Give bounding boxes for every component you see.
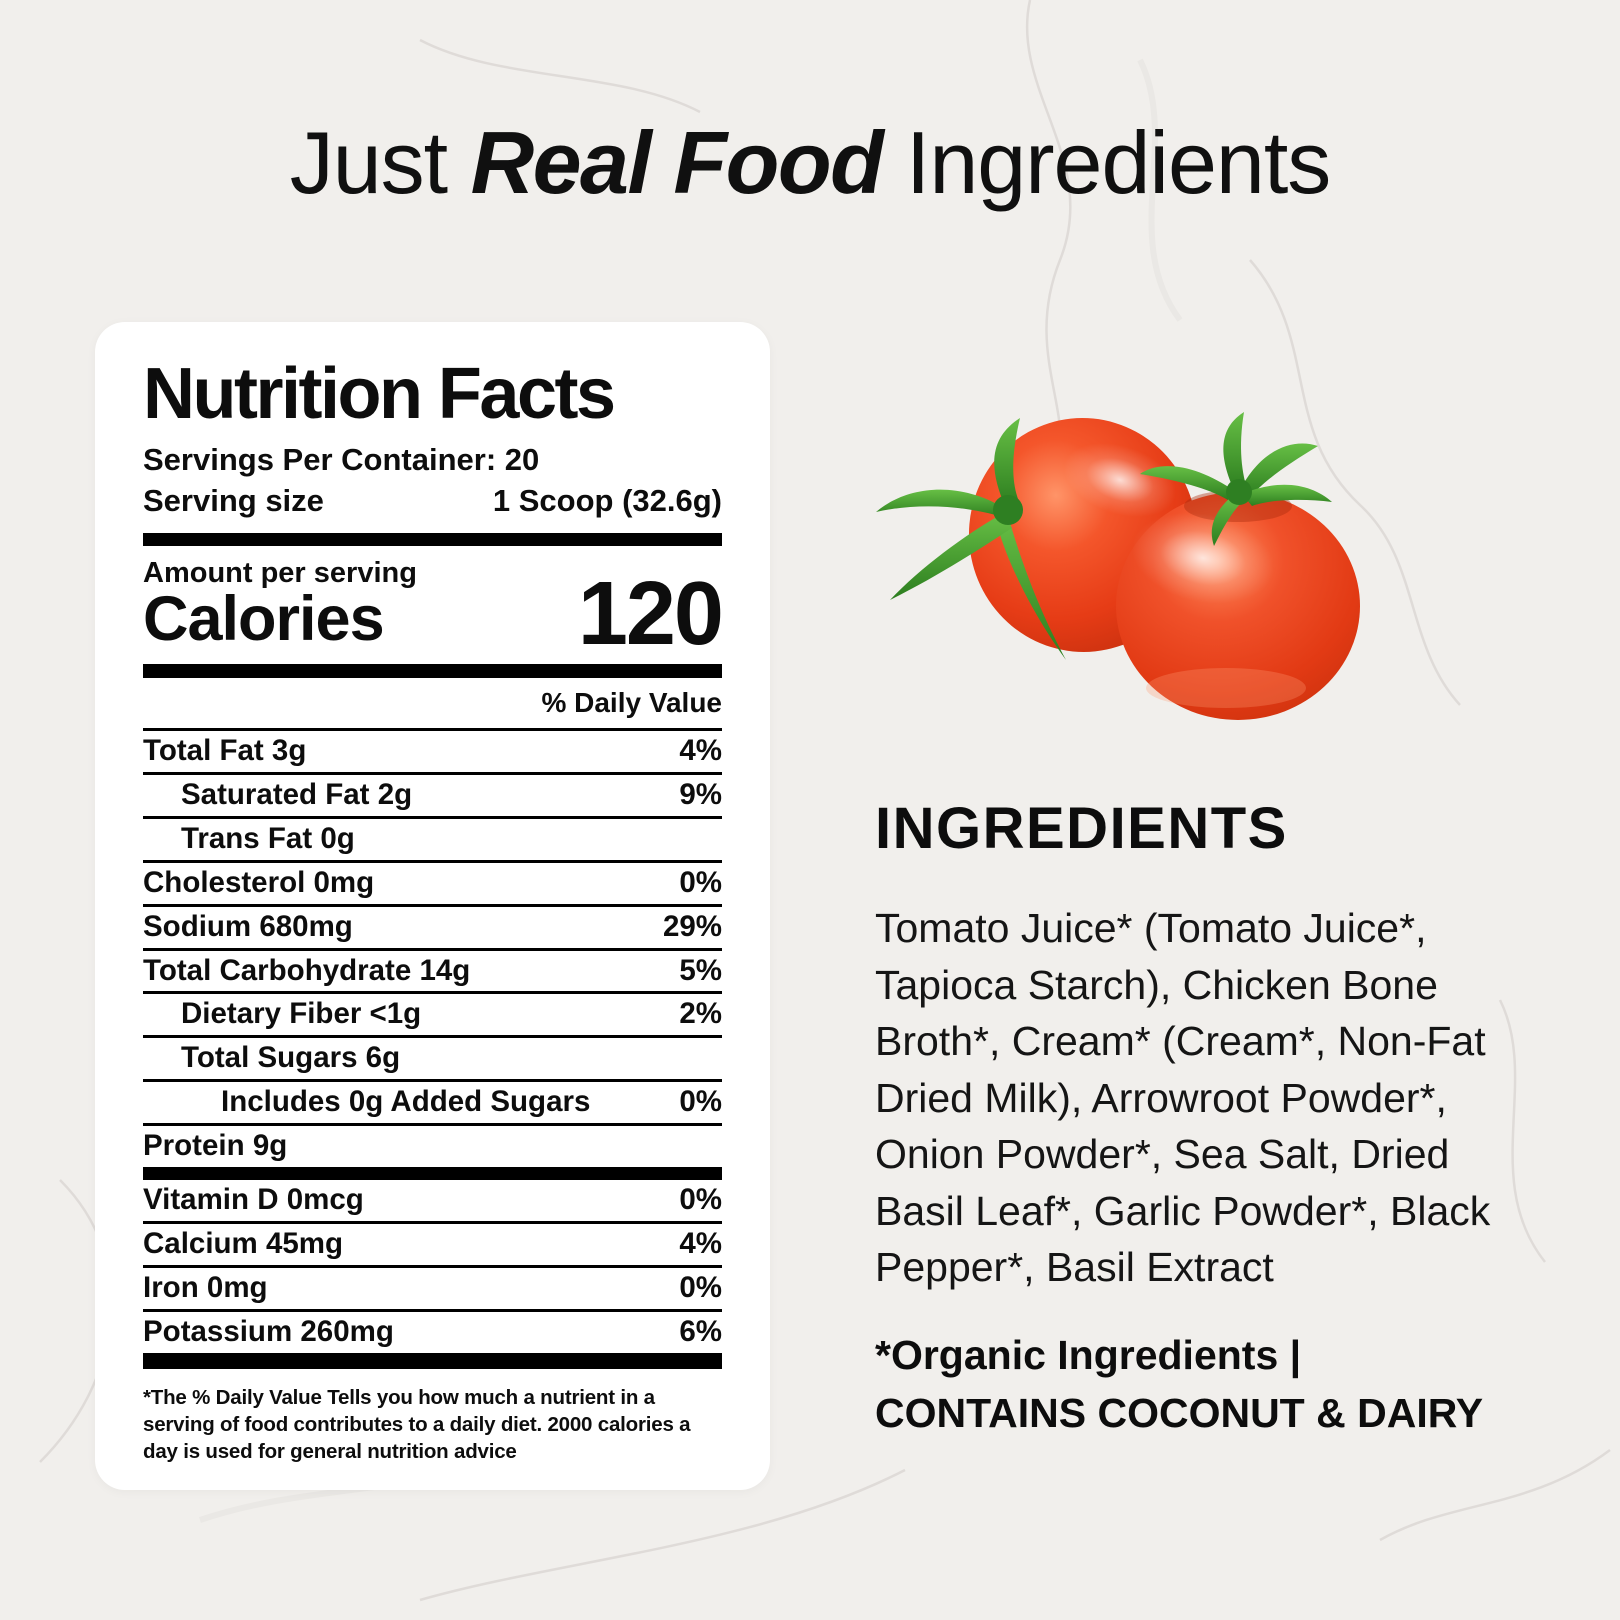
contains-allergens-note: CONTAINS COCONUT & DAIRY: [875, 1390, 1484, 1437]
organic-ingredients-note: *Organic Ingredients |: [875, 1332, 1302, 1379]
nutrient-name: Trans Fat 0g: [181, 821, 355, 855]
nutrient-row: Total Carbohydrate 14g 5%: [143, 947, 722, 992]
nutrient-daily-value: 0%: [679, 1183, 722, 1217]
nutrient-daily-value: 6%: [679, 1315, 722, 1349]
page-title-suffix: Ingredients: [882, 113, 1331, 212]
nutrient-daily-value: 0%: [679, 1085, 722, 1119]
thick-divider: [143, 1353, 722, 1370]
ingredients-section: INGREDIENTS Tomato Juice* (Tomato Juice*…: [875, 800, 1523, 1442]
servings-per-container: Servings Per Container: 20: [143, 442, 540, 478]
nutrition-facts-panel: Nutrition Facts Servings Per Container: …: [95, 322, 770, 1490]
tomatoes-image: [876, 412, 1360, 720]
daily-value-header: % Daily Value: [541, 686, 722, 718]
ingredients-heading: INGREDIENTS: [875, 796, 1288, 861]
thick-divider: [143, 532, 722, 546]
nutrient-name: Saturated Fat 2g: [181, 777, 413, 811]
nutrient-name: Total Sugars 6g: [181, 1041, 401, 1075]
nutrient-name: Dietary Fiber <1g: [181, 997, 422, 1031]
page-title-prefix: Just: [289, 113, 471, 212]
nutrient-row: Iron 0mg 0%: [143, 1268, 722, 1313]
nutrient-row: Vitamin D 0mcg 0%: [143, 1180, 722, 1225]
nutrient-row: Protein 9g: [143, 1123, 722, 1167]
nutrient-daily-value: 9%: [679, 777, 722, 811]
nutrient-name: Iron 0mg: [143, 1271, 268, 1305]
nutrition-facts-title: Nutrition Facts: [143, 354, 616, 434]
nutrient-row: Cholesterol 0mg 0%: [143, 859, 722, 904]
calories-labels: Amount per serving Calories: [143, 556, 417, 654]
page-title-emphasis: Real Food: [470, 113, 884, 212]
nutrient-row: Trans Fat 0g: [143, 815, 722, 860]
calories-label: Calories: [143, 583, 385, 654]
calories-row: Amount per serving Calories 120: [143, 556, 724, 665]
ingredients-list: Tomato Juice* (Tomato Juice*, Tapioca St…: [875, 905, 1491, 1291]
nutrient-name: Vitamin D 0mcg: [143, 1183, 364, 1217]
thick-divider: [143, 1167, 722, 1181]
nutrient-daily-value: 5%: [679, 953, 722, 987]
nutrient-daily-value: 0%: [679, 865, 722, 899]
nutrient-daily-value: 0%: [679, 1271, 722, 1305]
nutrient-row: Includes 0g Added Sugars 0%: [143, 1079, 722, 1123]
nutrient-daily-value: 4%: [679, 733, 722, 767]
nutrient-row: Sodium 680mg 29%: [143, 903, 722, 948]
nutrient-name: Includes 0g Added Sugars: [221, 1085, 591, 1119]
nutrient-name: Protein 9g: [143, 1129, 288, 1163]
daily-value-footnote: *The % Daily Value Tells you how much a …: [143, 1386, 691, 1463]
nutrient-name: Total Carbohydrate 14g: [143, 953, 471, 987]
nutrient-name: Calcium 45mg: [143, 1227, 344, 1261]
nutrient-name: Total Fat 3g: [143, 733, 307, 767]
tomato-front: [1116, 412, 1360, 720]
nutrient-row: Calcium 45mg 4%: [143, 1224, 722, 1269]
serving-size-value: 1 Scoop (32.6g): [492, 483, 722, 519]
nutrient-row: Total Sugars 6g: [143, 1035, 722, 1079]
nutrient-rows: Total Fat 3g 4% Saturated Fat 2g 9% Trans Fa…: [143, 727, 722, 1168]
serving-size-row: Serving size 1 Scoop (32.6g): [143, 482, 722, 521]
nutrient-name: Sodium 680mg: [143, 909, 353, 943]
nutrient-row: Dietary Fiber <1g 2%: [143, 991, 722, 1035]
nutrient-name: Cholesterol 0mg: [143, 865, 375, 899]
page-title: Just Real Food Ingredients: [0, 112, 1620, 213]
nutrient-daily-value: 29%: [662, 909, 722, 943]
micronutrient-rows: Vitamin D 0mcg 0% Calcium 45mg 4% Iron 0mg 0%…: [143, 1180, 722, 1353]
calories-value: 120: [577, 564, 724, 665]
thick-divider: [143, 663, 722, 678]
nutrient-row: Total Fat 3g 4%: [143, 727, 722, 772]
nutrient-name: Potassium 260mg: [143, 1315, 394, 1349]
amount-per-serving-label: Amount per serving: [143, 556, 417, 589]
nutrient-daily-value: 2%: [679, 997, 722, 1031]
nutrient-daily-value: 4%: [679, 1227, 722, 1261]
allergen-note: *Organic Ingredients | CONTAINS COCONUT …: [875, 1326, 1523, 1442]
nutrient-row: Saturated Fat 2g 9%: [143, 771, 722, 816]
nutrient-row: Potassium 260mg 6%: [143, 1312, 722, 1353]
serving-size-label: Serving size: [143, 483, 324, 519]
